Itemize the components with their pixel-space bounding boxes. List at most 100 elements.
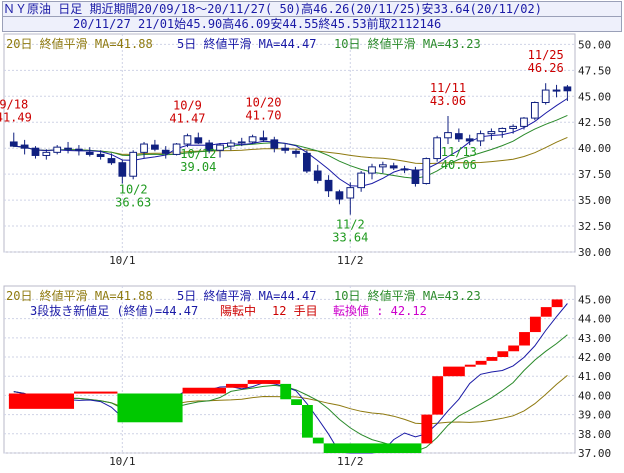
line-break-brick [8,393,75,409]
y-tick-label: 30.00 [578,246,611,259]
title-high: 高46.26(20/11/25) [301,2,422,16]
y-tick-label: 38.00 [578,428,611,441]
y-tick-label: 42.00 [578,351,611,364]
line-break-brick [117,393,183,423]
annotation-value: 36.63 [115,195,151,209]
candle-body [281,147,290,151]
candle-body [205,142,214,151]
candle-body [465,138,474,142]
x-tick-label: 10/1 [109,455,136,468]
candle-body [64,147,72,150]
title-low: 安33.64(20/11/02) [421,2,542,16]
line-break-chart: 37.00 38.00 39.00 40.00 41.00 42.00 43.00 44.00… [3,285,611,468]
annotation-date: 10/12 [180,147,216,161]
candle-body [96,153,105,157]
annotation-value: 39.04 [180,160,216,174]
candle-body [140,143,148,153]
ohlc-close: 終45.53 [318,17,367,31]
candle-body [42,151,51,156]
legend-ma10: 10日 終値平滑 MA=43.23 [334,36,481,51]
ohlc-datetime: 20/11/27 21/01 [73,17,175,31]
candle-body [324,179,333,192]
annotation-value: 41.47 [169,112,205,126]
candle-body [530,102,539,119]
candle-body [216,144,224,151]
legend-ma20: 20日 終値平滑 MA=41.88 [6,288,153,303]
candle-body [303,152,311,172]
candle-body [20,144,29,149]
kagi-info-count: 12 手目 [272,304,318,318]
kagi-info-prefix: 3段抜き新値足 (終値)=44.47 [30,303,198,318]
candle-body [411,169,420,184]
candle-body [400,168,409,171]
candle-body [172,143,181,155]
y-tick-label: 50.00 [578,38,611,51]
x-tick-label: 10/1 [109,254,136,267]
plot-frame [3,285,576,454]
ohlc-open: 始45.90 [174,17,223,31]
legend-ma10: 10日 終値平滑 MA=43.23 [334,288,481,303]
candle-body [270,139,279,149]
kagi-info-state: 陽転中 [220,303,256,318]
line-break-brick [551,299,563,308]
candle-body [552,89,561,92]
line-break-brick [475,360,487,365]
candle-body [378,164,387,168]
y-tick-label: 40.00 [578,389,611,402]
candle-body [107,158,116,164]
y-tick-label: 37.00 [578,447,611,460]
line-break-brick [225,383,248,388]
annotation-date: 10/9 [173,99,202,113]
candle-body [183,135,192,145]
candle-body [368,166,376,174]
annotation-date: 11/2 [336,218,365,232]
candle-body [292,150,300,154]
candle-body [75,148,83,151]
annotation-date: 11/11 [430,81,466,95]
candle-body [237,141,246,144]
annotation-value: 40.06 [441,158,477,172]
line-break-brick [323,443,422,453]
candle-body [509,125,517,129]
y-tick-label: 42.50 [578,116,611,129]
y-tick-label: 35.00 [578,194,611,207]
y-tick-label: 41.00 [578,370,611,383]
candle-body [433,137,442,160]
candle-body [422,158,431,184]
ohlc-high: 高46.09 [222,17,271,31]
candle-body [161,149,170,154]
y-tick-label: 45.00 [578,293,611,306]
line-break-brick [529,316,541,333]
line-break-brick [540,307,552,317]
candle-body [389,165,398,169]
legend-ma5: 5日 終値平滑 MA=44.47 [177,36,316,51]
candle-body [357,172,366,189]
candle-body [454,133,463,140]
line-break-brick [280,383,292,400]
line-break-brick [519,332,530,346]
candle-body [227,142,235,147]
candle-body [248,136,257,143]
candle-body [335,191,344,200]
line-break-brick [443,366,465,377]
candle-body [53,146,62,153]
candle-body [498,127,507,133]
annotation-date: 11/13 [441,145,477,159]
y-tick-label: 39.00 [578,409,611,422]
line-break-brick [301,405,313,438]
kagi-info-turn: 転換値 : 42.12 [333,303,427,318]
y-tick-label: 44.00 [578,313,611,326]
annotation-date: 11/25 [528,48,564,62]
candle-body [563,86,572,92]
line-break-brick [291,399,302,406]
candlestick-chart: 30.00 32.50 35.00 37.50 40.00 42.50 45.00 47.50… [0,33,611,267]
ohlc-bar: 20/11/27 21/01 始45.90 高46.09 安44.55 終45.… [2,16,622,32]
x-tick-label: 11/2 [337,254,364,267]
line-break-brick [312,437,324,444]
ohlc-prev: 前取2112146 [366,17,442,31]
annotation-date: 9/18 [0,98,28,112]
ohlc-low: 安44.55 [270,17,319,31]
candle-body [9,141,18,147]
ma-line-ma5 [13,98,568,187]
